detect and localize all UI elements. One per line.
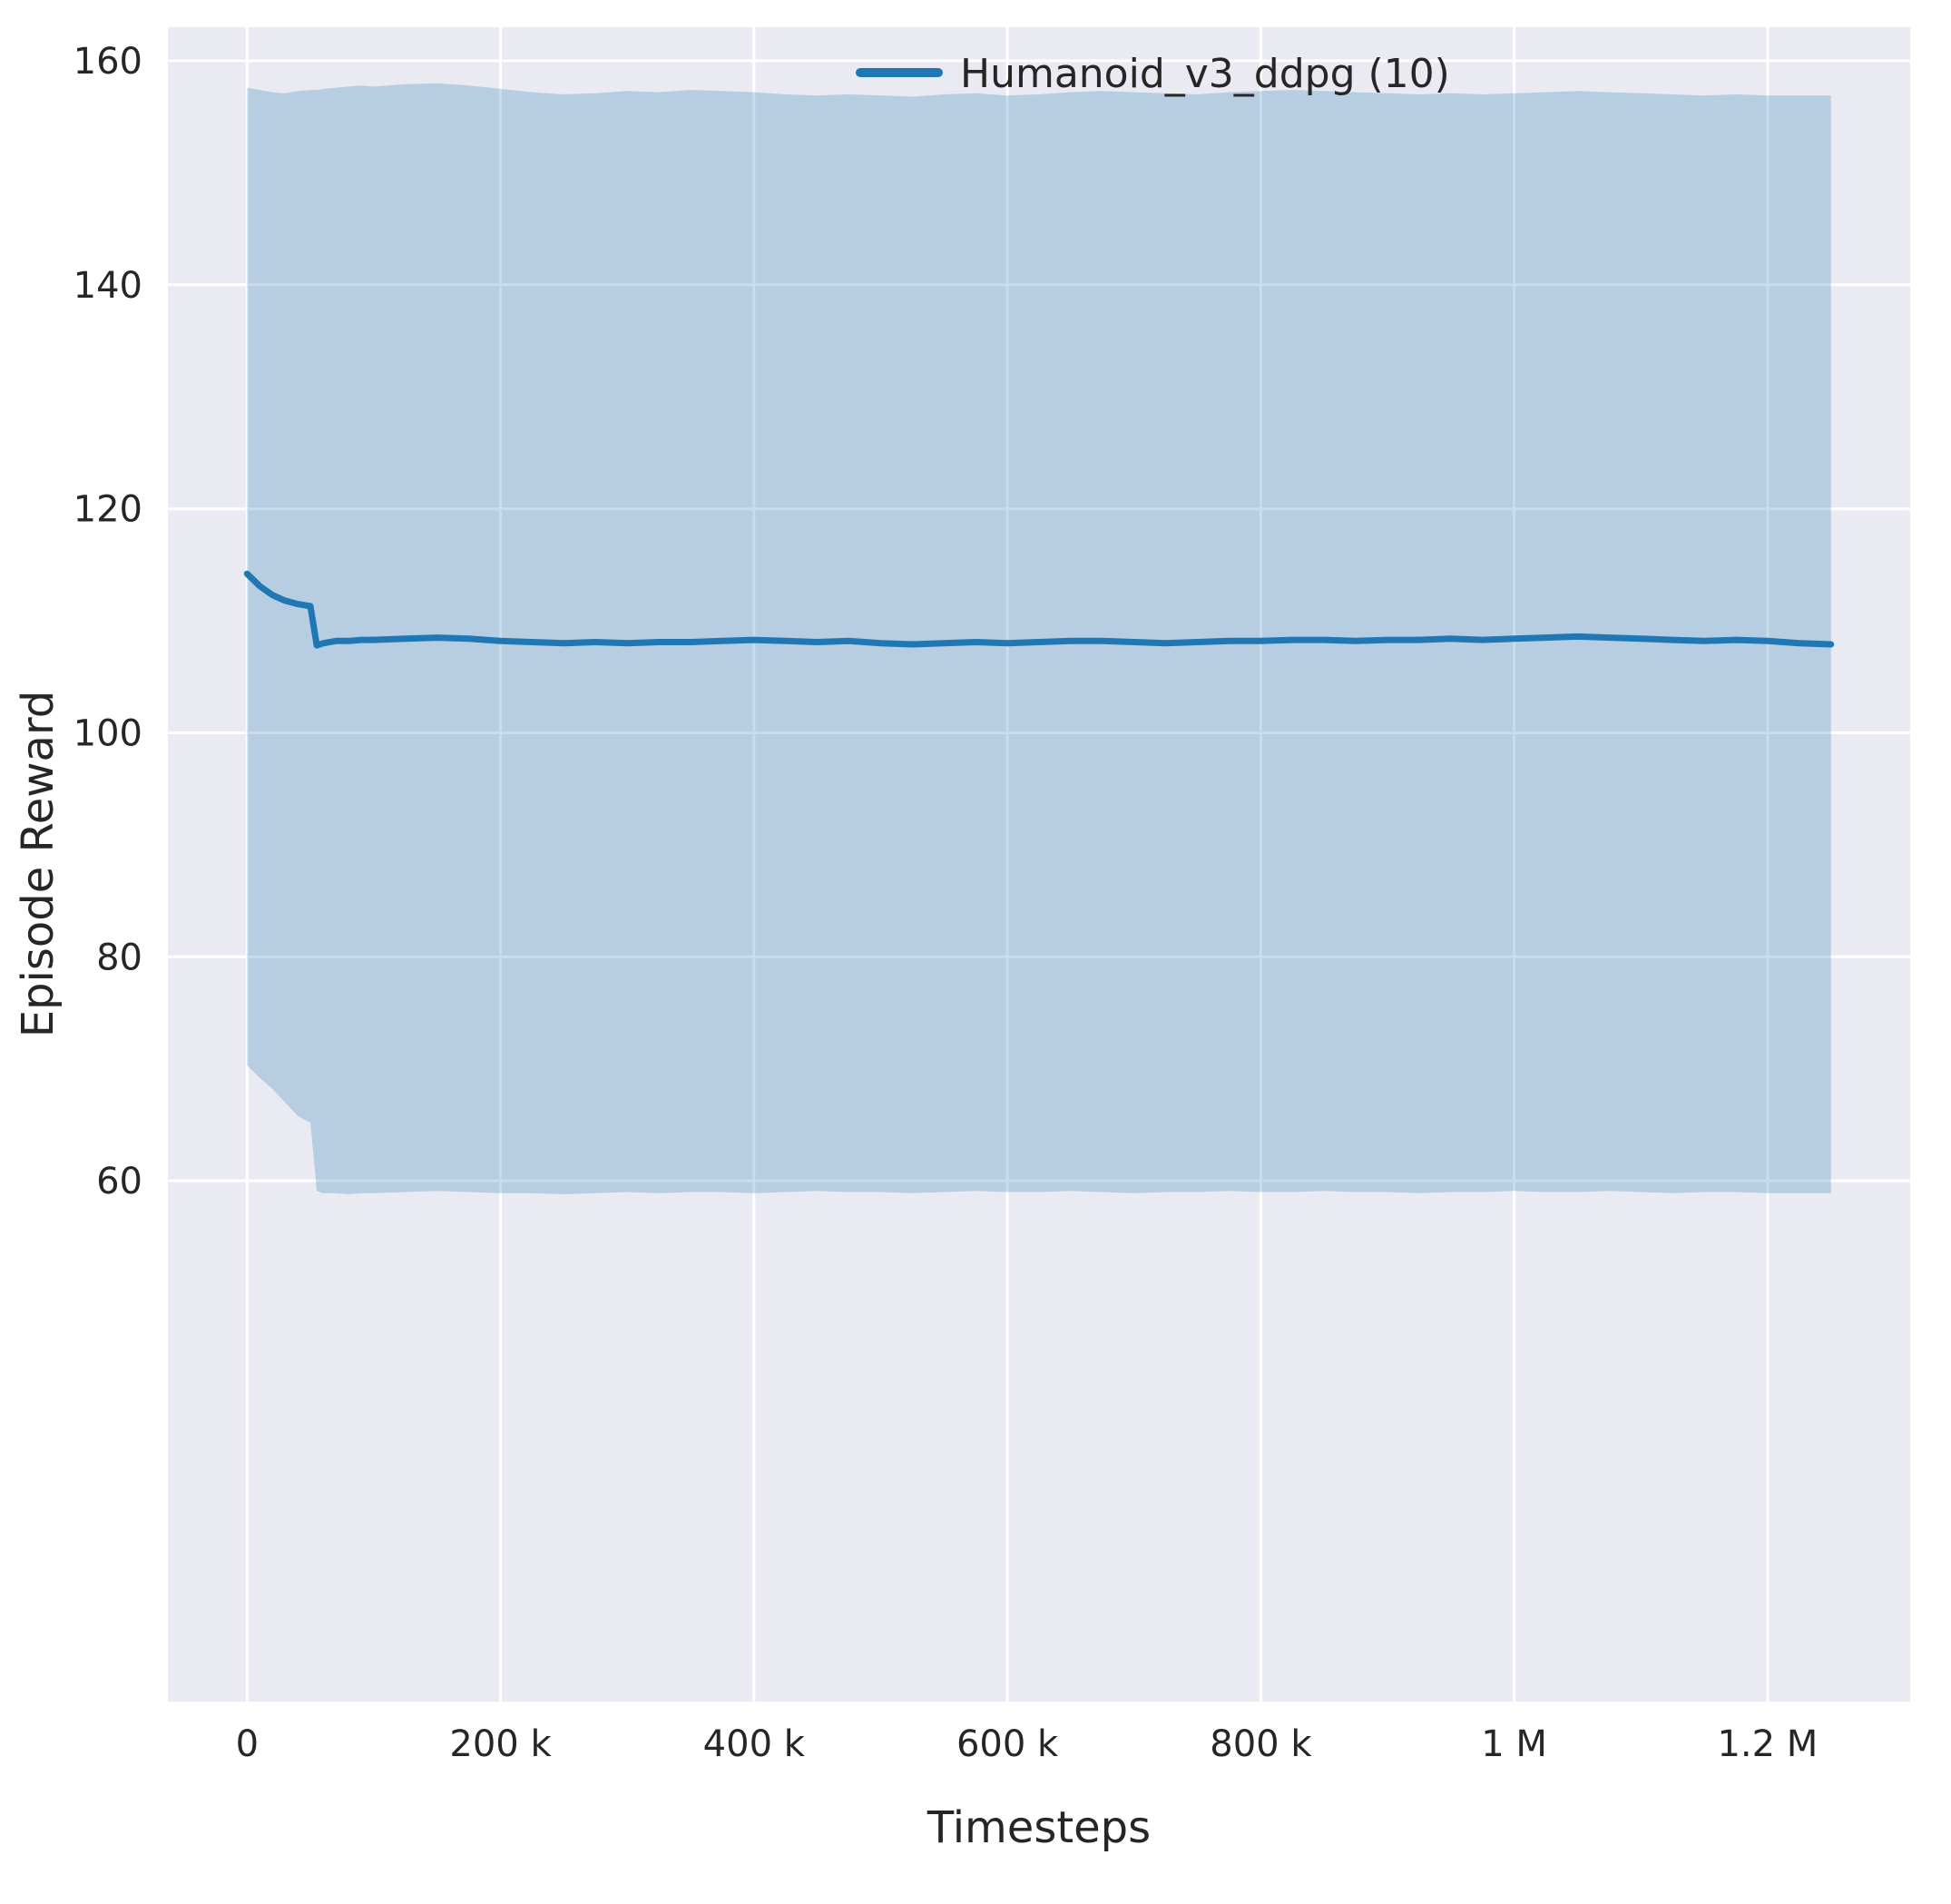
y-tick-label: 60: [96, 1161, 142, 1202]
x-tick-label: 1.2 M: [1717, 1723, 1818, 1765]
y-tick-label: 80: [96, 937, 142, 978]
mean-line-path: [243, 570, 1835, 649]
x-axis-label: Timesteps: [926, 1802, 1151, 1853]
plot-background: [168, 27, 1910, 1702]
x-tick-label: 800 k: [1210, 1723, 1312, 1765]
confidence-band: [247, 83, 1831, 1194]
y-tick-label: 100: [74, 713, 142, 755]
x-tick-labels: 0 200 k 400 k 600 k 800 k 1 M 1.2 M: [236, 1723, 1819, 1765]
x-tick-label: 600 k: [956, 1723, 1059, 1765]
x-tick-label: 200 k: [449, 1723, 552, 1765]
y-tick-label: 140: [74, 265, 142, 307]
y-tick-label: 160: [74, 41, 142, 83]
grid-lines: [168, 27, 1910, 1702]
y-axis-label: Episode Reward: [13, 691, 64, 1038]
legend: Humanoid_v3_ddpg (10): [856, 51, 1450, 97]
legend-label: Humanoid_v3_ddpg (10): [960, 51, 1450, 97]
mean-line: [243, 570, 1835, 649]
y-tick-label: 120: [74, 489, 142, 531]
x-tick-label: 1 M: [1481, 1723, 1547, 1765]
plot-area: [168, 27, 1910, 1702]
confidence-band-area: [247, 83, 1831, 1194]
y-tick-labels: 60 80 100 120 140 160: [74, 41, 142, 1202]
x-tick-label: 0: [236, 1723, 259, 1765]
x-tick-label: 400 k: [703, 1723, 806, 1765]
